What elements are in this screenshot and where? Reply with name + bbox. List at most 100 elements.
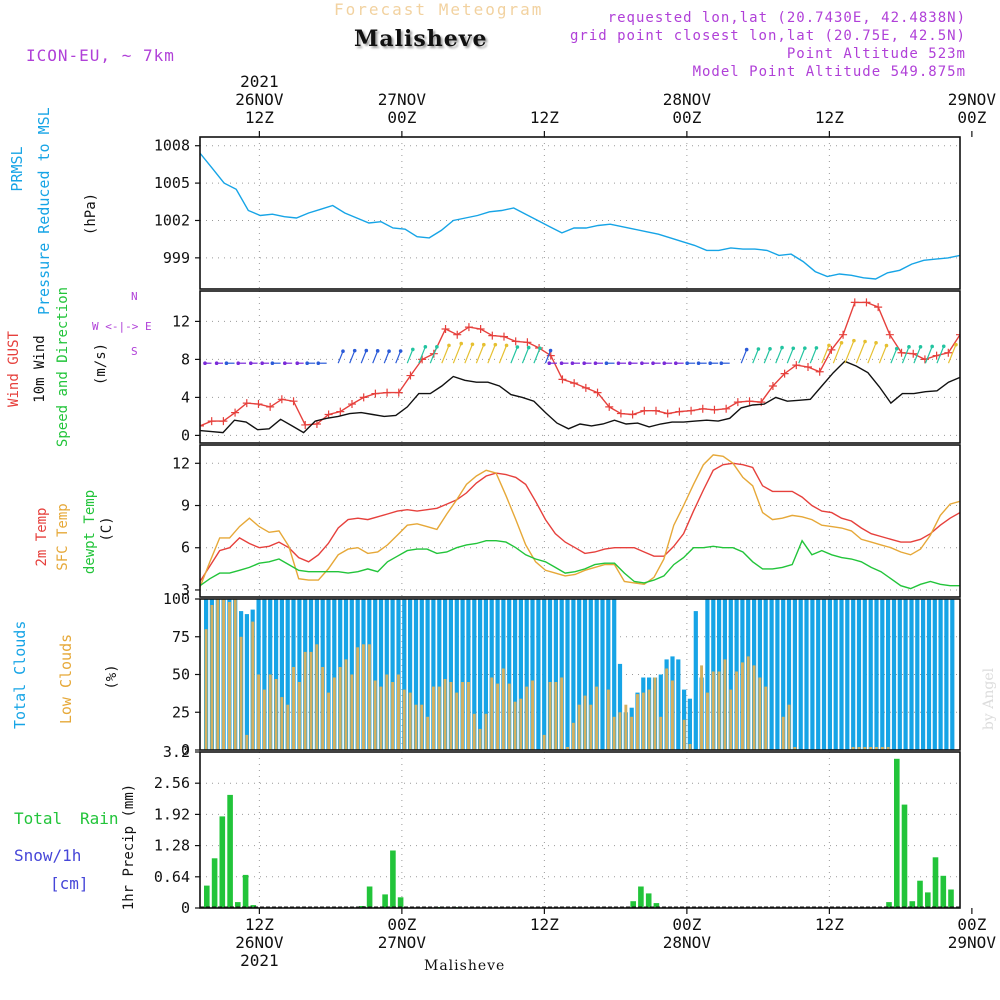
clouds-ytick-label: 25: [172, 703, 190, 721]
wind-arrow-head: [884, 343, 889, 348]
low_clouds-bar: [624, 704, 628, 750]
total_clouds-bar: [880, 599, 885, 750]
wind-arrow: [510, 346, 518, 364]
total_clouds-bar: [489, 599, 494, 750]
clouds-ytick-label: 75: [172, 628, 190, 646]
wind-arrow-head: [493, 342, 498, 347]
total_clouds-bar: [606, 599, 611, 750]
wind-arrow: [878, 345, 888, 364]
total_clouds-bar: [728, 599, 733, 750]
low_clouds-bar: [391, 682, 395, 750]
low_clouds-bar: [228, 602, 231, 750]
compass-s: S: [131, 345, 138, 358]
low_clouds-bar: [746, 656, 750, 750]
low_clouds-bar: [764, 686, 768, 750]
pressure-line: [200, 152, 960, 280]
wind-arrow: [337, 351, 344, 364]
wind-arrow-head: [570, 361, 575, 366]
gust-point: [687, 406, 696, 415]
total_clouds-bar: [524, 599, 529, 750]
total_clouds-bar: [279, 599, 284, 750]
gust-point: [897, 348, 906, 357]
low_clouds-bar: [408, 692, 412, 750]
wind-arrow-head: [482, 342, 486, 347]
wind-arrow-head: [852, 338, 856, 343]
total_clouds-bar: [547, 599, 553, 750]
low_clouds-bar: [606, 689, 610, 750]
gust-point: [441, 325, 450, 333]
total_clouds-bar: [565, 599, 570, 750]
wind-arrow-head: [918, 345, 923, 349]
low_clouds-bar: [729, 689, 733, 750]
total_clouds-bar: [478, 599, 483, 750]
compass-we: W <-|-> E: [92, 320, 152, 333]
wind-arrow: [924, 346, 933, 364]
wind-arrow-head: [270, 361, 275, 366]
wind-arrow: [498, 345, 508, 364]
gust-point: [289, 397, 298, 406]
wind-arrow-head: [283, 361, 287, 366]
gust-point: [581, 383, 590, 392]
total_clouds-bar: [775, 599, 780, 750]
low_clouds-bar: [630, 716, 634, 750]
rain-bar: [390, 850, 396, 908]
rain-bar: [242, 874, 249, 908]
wind-arrow-head: [780, 345, 784, 350]
wind-arrow: [763, 348, 771, 364]
wind-arrow: [959, 361, 960, 364]
low_clouds-bar: [671, 680, 674, 750]
temperature-ytick-label: 3: [181, 581, 190, 599]
total_clouds-bar: [804, 599, 809, 750]
wind-arrow-head: [839, 341, 844, 345]
wind-arrow: [740, 349, 748, 364]
wind-arrow: [855, 341, 866, 364]
gust-point: [570, 379, 579, 388]
gust-point: [277, 395, 286, 404]
time-label-bottom: 26NOV: [235, 933, 284, 952]
wind-arrow-head: [791, 346, 796, 351]
low_clouds-bar: [344, 659, 348, 750]
total_clouds-bar: [810, 599, 815, 750]
gust-point: [406, 371, 415, 380]
gust-point: [558, 375, 567, 384]
time-label-top: 2021: [240, 72, 279, 91]
wind-arrow: [798, 347, 806, 364]
total_clouds-bar: [926, 599, 932, 750]
time-label-top: 00Z: [387, 108, 416, 127]
wind-arrow-head: [224, 361, 229, 366]
low_clouds-bar: [367, 644, 371, 750]
precip-ytick-label: 0.64: [154, 868, 190, 886]
dewpt-line: [200, 539, 960, 590]
low_clouds-bar: [321, 667, 325, 750]
pressure-plot-area: [200, 137, 960, 289]
total_clouds-bar: [781, 599, 786, 750]
total_clouds-bar: [443, 599, 448, 750]
low_clouds-bar: [414, 704, 418, 750]
wind-arrow-head: [341, 349, 345, 354]
gust-point: [780, 369, 789, 378]
gust-point: [242, 399, 251, 408]
total_clouds-bar: [856, 599, 862, 750]
low_clouds-bar: [571, 722, 575, 750]
total_clouds-bar: [763, 599, 768, 750]
precip-frame: [199, 751, 961, 909]
low_clouds-bar: [478, 728, 482, 750]
gust-point: [383, 388, 392, 397]
wind-arrow-head: [260, 361, 264, 366]
wind-arrow-head: [604, 361, 609, 366]
total_clouds-bar: [903, 599, 908, 750]
total_clouds-bar: [274, 599, 279, 750]
low_clouds-bar: [688, 744, 692, 750]
gust-point: [200, 421, 204, 430]
low_clouds-bar: [292, 667, 295, 750]
low_clouds-bar: [554, 682, 558, 750]
rain-bar: [366, 886, 373, 908]
wind10m-line: [200, 360, 960, 434]
wind-plot-area: [200, 291, 960, 443]
total_clouds-bar: [687, 698, 692, 750]
low_clouds-bar: [397, 674, 400, 750]
wind-ytick-label: 0: [181, 426, 190, 444]
total_clouds-bar: [518, 599, 523, 750]
total_clouds-bar: [588, 599, 593, 750]
total_clouds-bar: [332, 599, 337, 750]
